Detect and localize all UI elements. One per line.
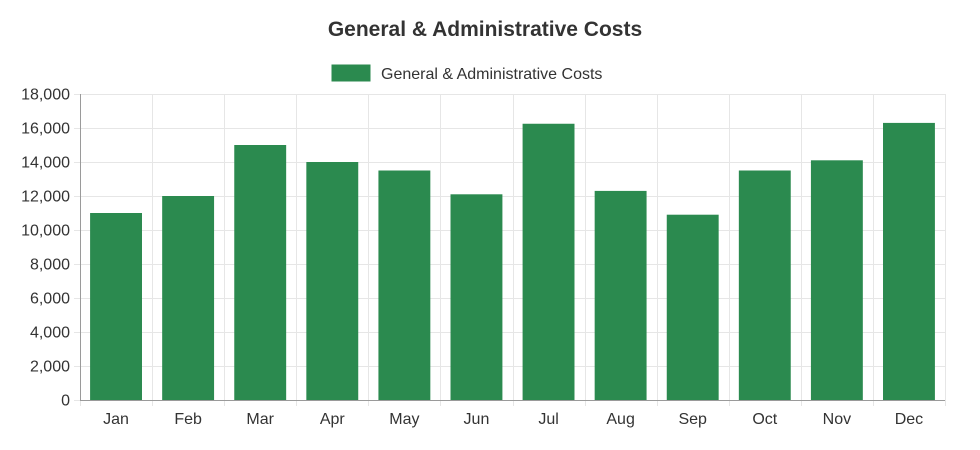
bar-aug[interactable] — [595, 191, 647, 400]
bar-chart: General & Administrative Costs General &… — [0, 0, 980, 450]
bar-series — [90, 123, 935, 400]
y-tick-label: 18,000 — [21, 87, 70, 104]
chart-container: General & Administrative Costs General &… — [0, 0, 980, 450]
legend-swatch — [331, 64, 371, 82]
chart-title: General & Administrative Costs — [328, 18, 642, 41]
bar-oct[interactable] — [739, 171, 791, 401]
bar-jun[interactable] — [451, 194, 503, 400]
x-tick-label-jan: Jan — [103, 411, 129, 428]
bar-may[interactable] — [378, 171, 430, 401]
x-tick-label-jun: Jun — [464, 411, 490, 428]
x-tick-labels: Jan Feb Mar Apr May Jun Jul Aug Sep Oct Nov Dec — [103, 411, 923, 428]
bar-mar[interactable] — [234, 145, 286, 400]
bar-nov[interactable] — [811, 160, 863, 400]
y-tick-label: 6,000 — [30, 291, 70, 308]
bar-sep[interactable] — [667, 215, 719, 400]
bar-jan[interactable] — [90, 213, 142, 400]
bar-feb[interactable] — [162, 196, 214, 400]
x-tick-label-nov: Nov — [823, 411, 851, 428]
bar-dec[interactable] — [883, 123, 935, 400]
bar-jul[interactable] — [523, 124, 575, 400]
x-tick-label-jul: Jul — [538, 411, 558, 428]
x-tick-label-apr: Apr — [320, 411, 346, 428]
y-tick-label: 4,000 — [30, 325, 70, 342]
y-tick-label: 0 — [61, 393, 70, 410]
y-tick-label: 12,000 — [21, 189, 70, 206]
x-tick-label-sep: Sep — [678, 411, 707, 428]
y-tick-label: 16,000 — [21, 121, 70, 138]
legend-label: General & Administrative Costs — [381, 66, 602, 83]
y-tick-label: 8,000 — [30, 257, 70, 274]
y-tick-label: 10,000 — [21, 223, 70, 240]
x-tick-label-oct: Oct — [752, 411, 777, 428]
bar-apr[interactable] — [306, 162, 358, 400]
legend[interactable]: General & Administrative Costs — [331, 64, 602, 83]
x-tick-label-feb: Feb — [174, 411, 202, 428]
x-tick-label-may: May — [389, 411, 419, 428]
x-tick-label-dec: Dec — [895, 411, 923, 428]
y-tick-label: 14,000 — [21, 155, 70, 172]
y-tick-labels: 0 2,000 4,000 6,000 8,000 10,000 12,000 14,000 1… — [21, 87, 70, 410]
x-tick-label-aug: Aug — [606, 411, 634, 428]
x-tick-label-mar: Mar — [246, 411, 274, 428]
y-tick-label: 2,000 — [30, 359, 70, 376]
